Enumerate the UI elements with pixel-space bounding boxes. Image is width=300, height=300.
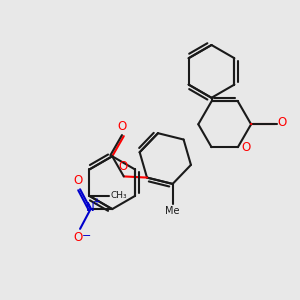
Text: O: O xyxy=(73,231,82,244)
Text: −: − xyxy=(82,231,92,241)
Text: O: O xyxy=(118,160,128,172)
Text: CH₃: CH₃ xyxy=(111,191,127,200)
Text: O: O xyxy=(118,120,127,133)
Text: Me: Me xyxy=(165,206,180,216)
Text: O: O xyxy=(73,174,82,187)
Text: O: O xyxy=(277,116,286,129)
Text: O: O xyxy=(242,141,251,154)
Text: N: N xyxy=(86,201,95,214)
Text: +: + xyxy=(92,197,100,208)
